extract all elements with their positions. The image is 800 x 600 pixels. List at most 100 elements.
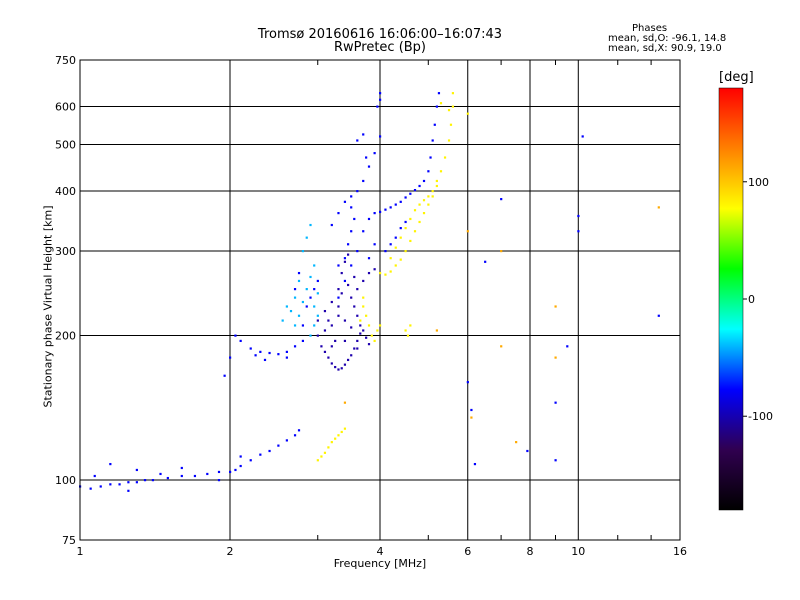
data-point [427,203,430,206]
data-point [376,105,379,108]
data-point [362,179,365,183]
data-point [431,195,434,198]
data-point [362,230,365,233]
data-point [356,314,359,317]
data-point [399,236,402,239]
data-point [431,190,434,193]
data-point [337,314,340,317]
data-point [376,329,379,332]
data-point [297,271,301,275]
data-point [399,258,402,261]
data-point [418,203,421,206]
data-point [554,305,557,308]
data-point [356,250,359,253]
y-tick-label: 75 [62,534,76,547]
data-point [394,236,397,239]
data-point [259,350,262,353]
x-tick-label: 2 [227,545,234,558]
x-tick-label: 6 [464,545,471,558]
data-point [313,305,316,308]
data-point [362,296,365,299]
data-point [422,179,426,183]
data-point [301,300,305,304]
data-point [343,427,347,430]
data-point [367,217,371,221]
plot-border [79,59,681,541]
data-point [399,200,402,203]
data-point [350,354,353,357]
data-point [305,288,308,291]
data-point [229,356,232,359]
colorbar-tick-label: -100 [748,410,773,423]
data-point [566,345,569,348]
data-point [293,296,297,299]
data-point [657,314,660,317]
data-point [223,374,226,377]
plot-grid [79,59,681,541]
chart-title: Tromsø 20160616 16:06:00–16:07:43 [257,27,503,42]
data-point [193,474,197,478]
data-point [93,474,96,478]
data-point [316,334,319,337]
x-tick-label: 10 [571,545,585,558]
data-point [301,339,305,343]
data-point [217,479,221,482]
data-point [373,152,376,155]
data-point [365,314,368,317]
data-point [356,288,359,291]
data-point [431,139,434,142]
data-point [135,468,138,472]
data-point [433,123,436,126]
data-point [359,332,362,335]
data-point [334,437,337,440]
data-point [337,296,340,299]
data-point [404,329,407,332]
data-point [323,329,327,332]
y-tick-label: 400 [55,185,76,198]
y-tick-label: 300 [55,245,76,258]
data-point [334,365,337,369]
data-point [330,441,333,444]
data-point [577,214,580,218]
data-point [367,343,371,346]
data-point [316,459,319,462]
data-point [399,227,402,230]
data-point [346,253,350,256]
data-point [337,368,340,371]
data-point [413,230,417,233]
data-point [373,339,376,343]
data-point [353,275,356,279]
data-point [135,481,138,484]
data-point [259,453,262,456]
data-point [343,257,347,260]
data-point [422,199,426,202]
data-point [334,339,337,343]
data-point [526,449,529,453]
data-point [337,264,340,267]
data-point [384,273,387,276]
data-point [313,288,316,291]
data-point [343,401,347,404]
data-point [346,358,350,362]
x-tick-label: 8 [527,545,534,558]
y-tick-label: 100 [55,474,76,487]
data-point [239,464,242,468]
x-tick-label: 16 [673,545,687,558]
data-point [263,358,267,362]
data-point [657,206,660,209]
data-point [379,98,382,101]
data-point [239,455,242,458]
data-point [327,319,330,322]
data-point [466,381,469,384]
data-point [350,264,353,267]
x-axis-label: Frequency [MHz] [333,557,427,570]
data-point [409,324,412,327]
data-point [404,196,407,199]
data-point [404,220,407,224]
data-point [365,156,368,159]
data-point [451,105,455,108]
data-point [151,479,155,482]
data-point [389,257,392,260]
data-point [350,195,353,198]
data-point [340,430,343,434]
